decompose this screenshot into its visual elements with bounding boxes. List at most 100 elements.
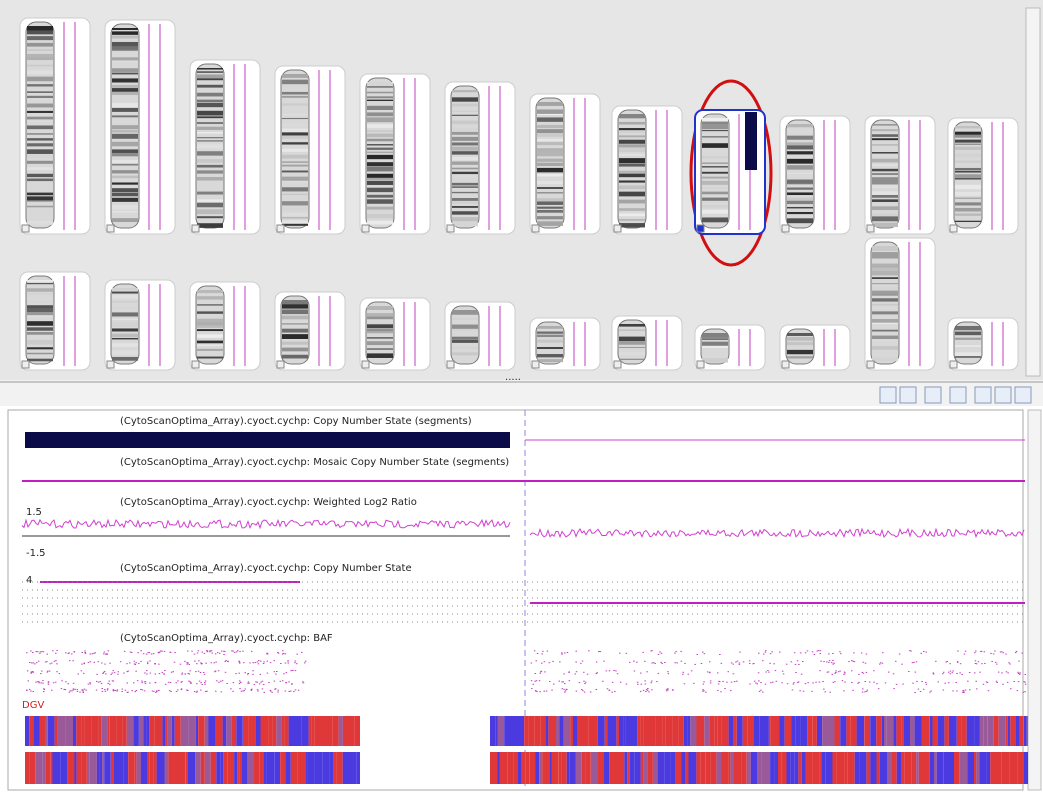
band <box>27 179 53 182</box>
baf-dot <box>684 663 686 664</box>
baf-dot <box>993 653 995 654</box>
tool-button[interactable] <box>880 387 896 403</box>
band <box>112 142 138 146</box>
baf-dot <box>629 662 631 663</box>
band <box>112 307 138 309</box>
baf-dot <box>190 683 192 684</box>
baf-dot <box>991 661 993 662</box>
chromosome-index[interactable] <box>362 361 369 368</box>
dgv-stripe <box>116 752 123 784</box>
baf-dot <box>278 690 280 691</box>
tool-button[interactable] <box>995 387 1011 403</box>
chromosome-index[interactable] <box>950 225 957 232</box>
chromosome-index[interactable] <box>532 361 539 368</box>
chromosome-index[interactable] <box>867 225 874 232</box>
chromosome-index[interactable] <box>362 225 369 232</box>
baf-dot <box>916 661 918 662</box>
band <box>452 137 478 141</box>
scrollbar[interactable] <box>1026 8 1040 376</box>
baf-dot <box>37 651 39 652</box>
baf-dot <box>1022 653 1024 654</box>
band <box>27 77 53 82</box>
baf-dot <box>181 682 183 683</box>
dgv-stripe <box>576 752 582 784</box>
chromosome-index[interactable] <box>697 225 704 232</box>
baf-dot <box>565 690 567 691</box>
baf-dot <box>582 661 584 662</box>
tool-button[interactable] <box>925 387 941 403</box>
dgv-stripe <box>1009 752 1017 784</box>
dgv-stripe <box>195 752 200 784</box>
chromosome-index[interactable] <box>782 361 789 368</box>
band <box>537 331 563 333</box>
chromosome-index[interactable] <box>782 225 789 232</box>
tool-button[interactable] <box>975 387 991 403</box>
baf-dot <box>733 673 735 674</box>
baf-dot <box>112 673 114 674</box>
segment-bar[interactable] <box>25 432 510 448</box>
baf-dot <box>661 653 663 654</box>
baf-dot <box>286 682 288 683</box>
baf-dot <box>783 673 785 674</box>
baf-dot <box>575 674 577 675</box>
dgv-stripe <box>208 716 215 746</box>
baf-dot <box>664 662 666 663</box>
chromosome-index[interactable] <box>107 361 114 368</box>
tool-button[interactable] <box>900 387 916 403</box>
band <box>112 130 138 133</box>
chromosome-index[interactable] <box>447 225 454 232</box>
band <box>787 173 813 174</box>
chromosome-index[interactable] <box>192 225 199 232</box>
dgv-stripe <box>336 752 340 784</box>
baf-dot <box>83 691 85 692</box>
baf-dot <box>259 683 261 684</box>
baf-dot <box>159 673 161 674</box>
dgv-stripe <box>185 752 188 784</box>
baf-dot <box>596 672 598 673</box>
baf-dot <box>252 670 254 671</box>
baf-dot <box>263 684 265 685</box>
baf-dot <box>153 691 155 692</box>
baf-dot <box>864 691 866 692</box>
band <box>702 205 728 208</box>
chromosome-index[interactable] <box>277 225 284 232</box>
tool-button[interactable] <box>1015 387 1031 403</box>
dgv-stripe <box>102 752 104 784</box>
baf-dot <box>170 682 172 683</box>
band <box>537 168 563 172</box>
tool-button[interactable] <box>950 387 966 403</box>
dgv-stripe <box>548 716 556 746</box>
baf-dot <box>239 680 241 681</box>
baf-dot <box>866 691 868 692</box>
chromosome-index[interactable] <box>277 361 284 368</box>
chromosome-index[interactable] <box>107 225 114 232</box>
chromosome-index[interactable] <box>447 361 454 368</box>
baf-dot <box>943 690 945 691</box>
band <box>197 144 223 148</box>
chromosome-index[interactable] <box>532 225 539 232</box>
baf-dot <box>36 651 38 652</box>
dgv-stripe <box>340 752 343 784</box>
chromosome-index[interactable] <box>614 361 621 368</box>
dgv-stripe <box>504 716 511 746</box>
baf-dot <box>40 651 42 652</box>
baf-dot <box>583 681 585 682</box>
dgv-stripe <box>236 716 243 746</box>
chromosome-index[interactable] <box>950 361 957 368</box>
scrollbar[interactable] <box>1028 410 1041 790</box>
chromosome-index[interactable] <box>867 361 874 368</box>
band <box>27 283 53 284</box>
chromosome-index[interactable] <box>697 361 704 368</box>
baf-dot <box>873 670 875 671</box>
dgv-stripe <box>319 716 325 746</box>
chromosome-index[interactable] <box>192 361 199 368</box>
chromosome-index[interactable] <box>22 361 29 368</box>
chromosome-index[interactable] <box>22 225 29 232</box>
dgv-stripe <box>535 752 539 784</box>
baf-dot <box>252 674 254 675</box>
dgv-stripe <box>800 716 807 746</box>
band <box>955 132 981 135</box>
baf-dot <box>642 652 644 653</box>
band <box>112 170 138 173</box>
chromosome-index[interactable] <box>614 225 621 232</box>
